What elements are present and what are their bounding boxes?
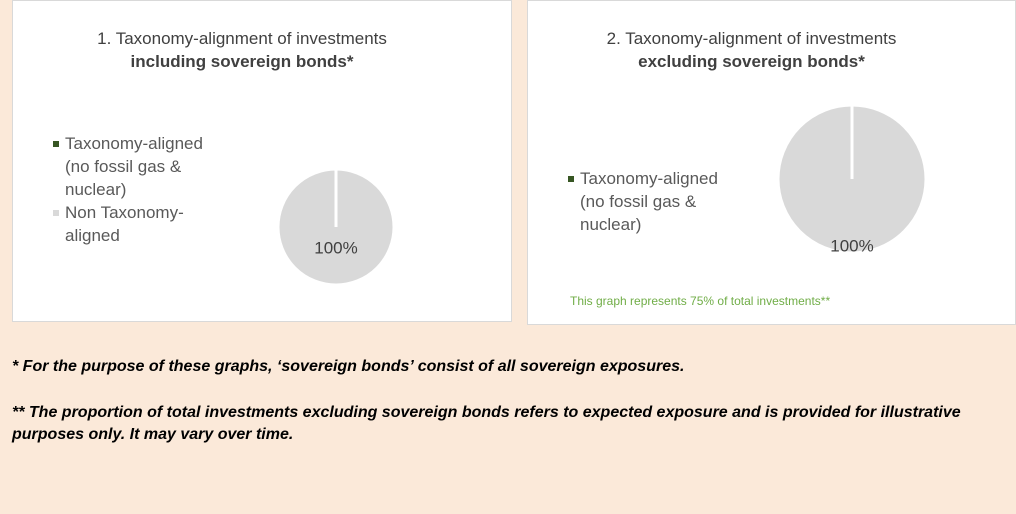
pie-slice	[776, 103, 928, 255]
legend-item: Taxonomy-aligned (no fossil gas & nuclea…	[568, 167, 743, 236]
chart-panel: 2. Taxonomy-alignment of investments excl…	[527, 0, 1016, 325]
footnote: * For the purpose of these graphs, ‘sove…	[12, 358, 685, 375]
data-label: 100%	[314, 238, 357, 257]
legend: Taxonomy-aligned (no fossil gas & nuclea…	[568, 167, 743, 236]
legend-item: Non Taxonomy-aligned	[53, 201, 228, 247]
legend: Taxonomy-aligned (no fossil gas & nuclea…	[53, 132, 228, 247]
legend-swatch	[53, 210, 59, 216]
pie-slice	[276, 167, 396, 287]
pie-chart: 100%	[276, 167, 396, 287]
data-label: 100%	[830, 236, 873, 255]
annotation: This graph represents 75% of total inves…	[570, 294, 831, 308]
legend-item: Taxonomy-aligned (no fossil gas & nuclea…	[53, 132, 228, 201]
legend-label: Taxonomy-aligned (no fossil gas & nuclea…	[580, 169, 718, 234]
legend-label: Taxonomy-aligned (no fossil gas & nuclea…	[65, 134, 203, 199]
chart-subtitle: including sovereign bonds*	[130, 52, 354, 71]
chart-title: 1. Taxonomy-alignment of investments	[97, 29, 387, 48]
legend-label: Non Taxonomy-aligned	[65, 203, 184, 245]
pie-chart: 100%	[776, 103, 928, 255]
legend-swatch	[53, 141, 59, 147]
legend-swatch	[568, 176, 574, 182]
chart-title: 2. Taxonomy-alignment of investments	[606, 29, 897, 48]
footnote: ** The proportion of total investments e…	[12, 404, 961, 443]
chart-subtitle: excluding sovereign bonds*	[638, 52, 865, 71]
chart-panel: 1. Taxonomy-alignment of investments incl…	[12, 0, 512, 322]
